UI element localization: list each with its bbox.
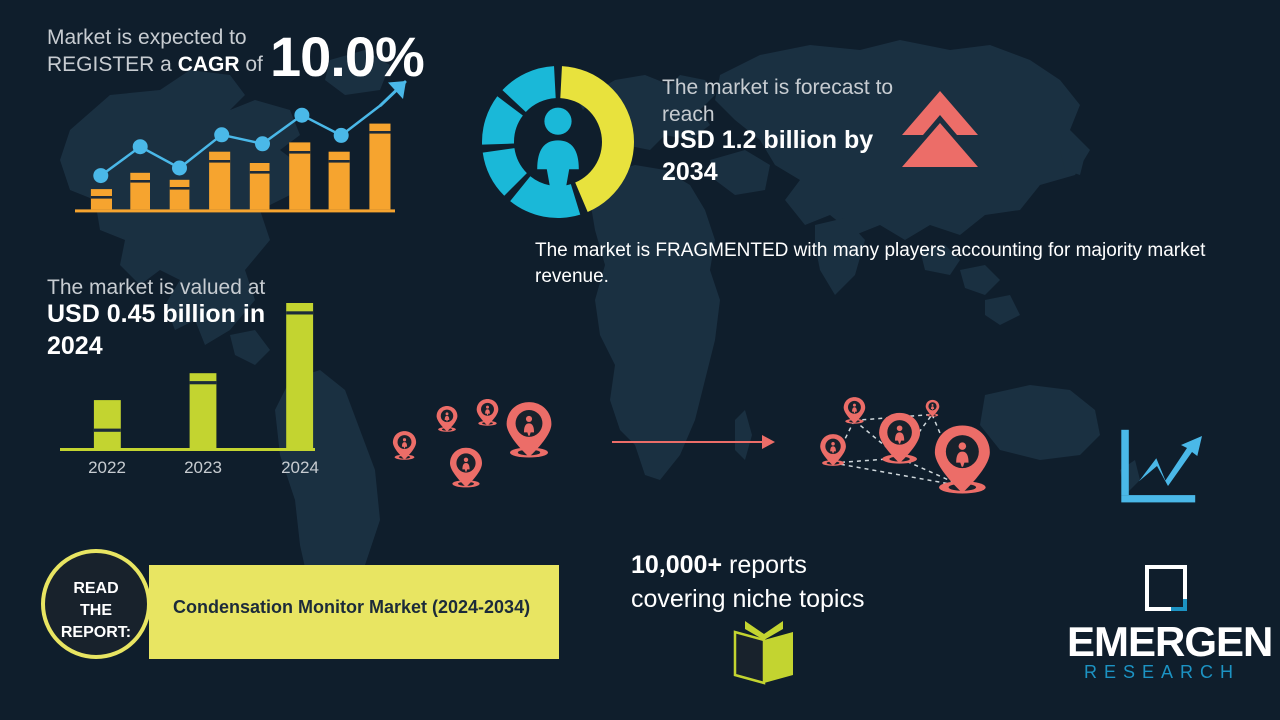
svg-text:2023: 2023 <box>184 458 222 477</box>
svg-text:2024: 2024 <box>281 458 319 477</box>
svg-text:2022: 2022 <box>88 458 126 477</box>
